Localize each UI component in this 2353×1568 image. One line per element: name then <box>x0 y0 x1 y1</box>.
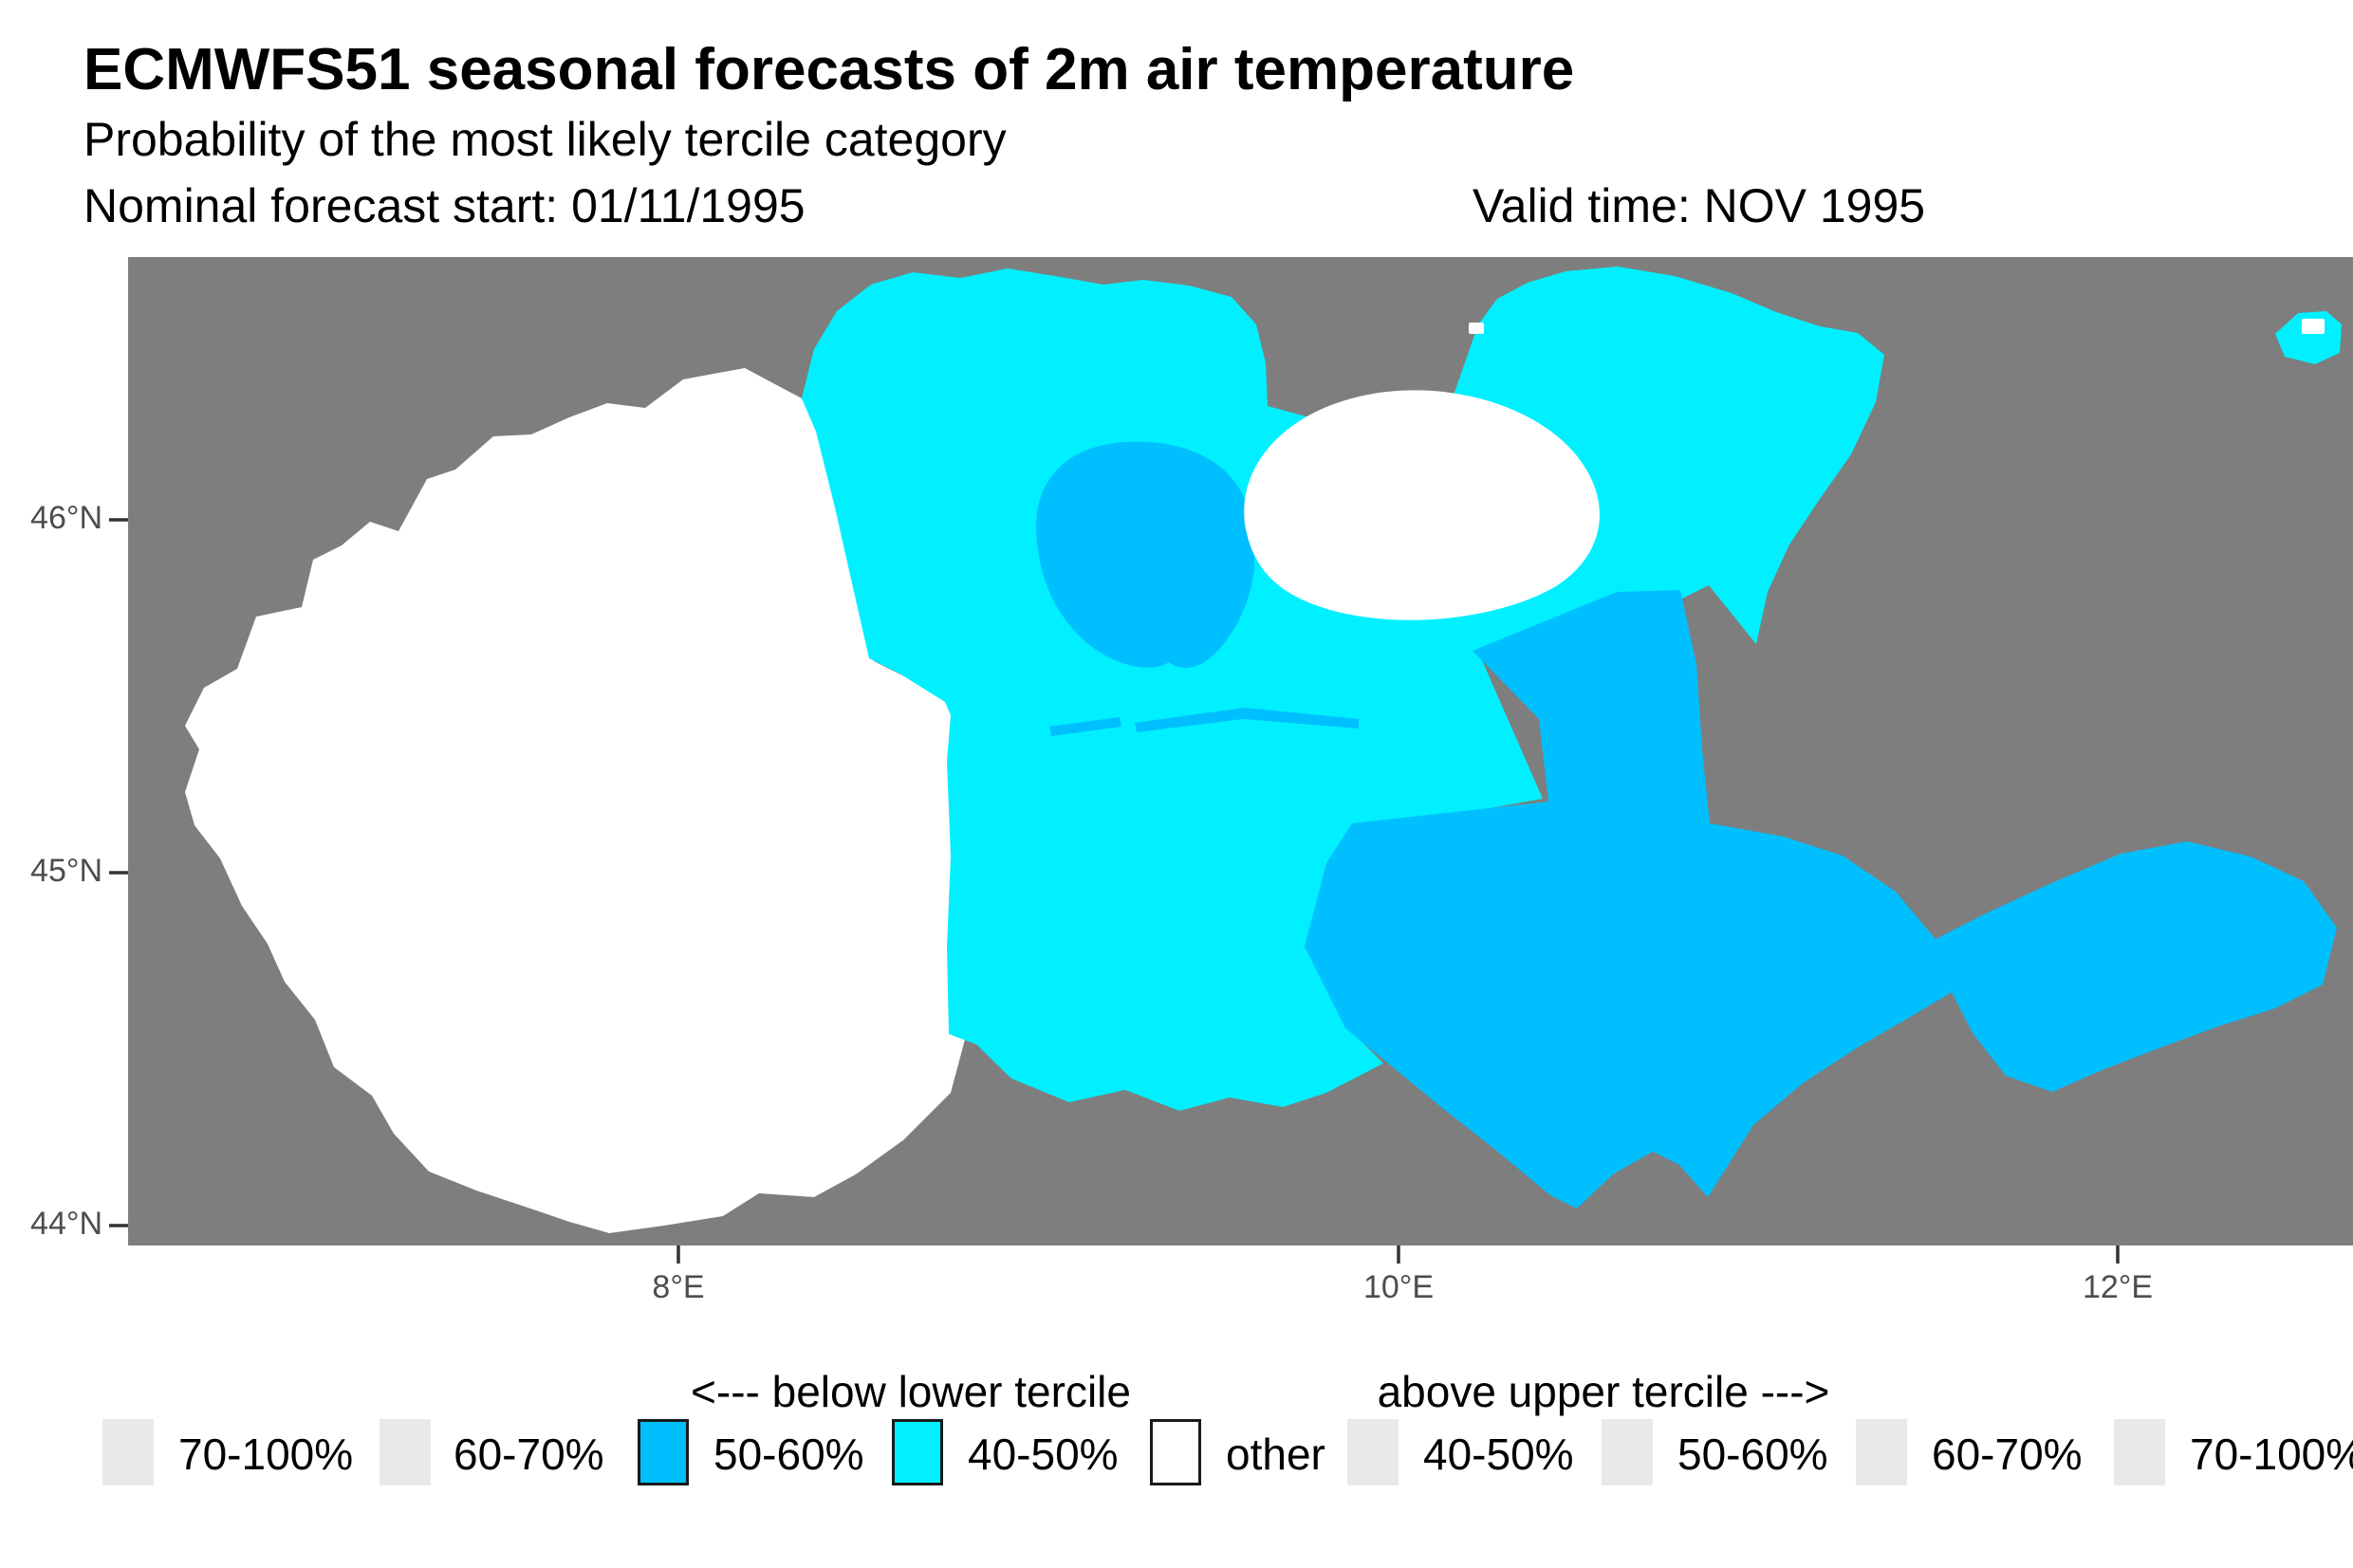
region-below-40-50-ne-fragment <box>2275 311 2342 364</box>
legend-swatch-below-60-70 <box>380 1419 431 1485</box>
page-title: ECMWFS51 seasonal forecasts of 2m air te… <box>83 37 1575 102</box>
region-other-speck-1 <box>1469 323 1484 334</box>
legend-label-above-50-60: 50-60% <box>1677 1430 1828 1479</box>
y-axis-label-46n: 46°N <box>30 500 102 536</box>
region-other-oval <box>1244 390 1600 620</box>
y-axis-label-44n: 44°N <box>30 1206 102 1242</box>
legend-header-below: <--- below lower tercile <box>691 1367 1131 1416</box>
legend-label-below-50-60: 50-60% <box>713 1430 864 1479</box>
region-below-50-60-sliver-2 <box>1135 708 1359 732</box>
x-axis-label-10e: 10°E <box>1362 1269 1435 1305</box>
y-axis-label-45n: 45°N <box>30 853 102 889</box>
x-axis-label-8e: 8°E <box>652 1269 705 1305</box>
legend-swatch-other <box>1150 1419 1201 1485</box>
legend-swatch-below-40-50 <box>892 1419 943 1485</box>
legend-label-above-40-50: 40-50% <box>1423 1430 1574 1479</box>
legend-label-below-60-70: 60-70% <box>454 1430 604 1479</box>
legend-label-below-70-100: 70-100% <box>178 1430 354 1479</box>
legend-label-above-70-100: 70-100% <box>2190 1430 2353 1479</box>
region-below-50-60-north-patch <box>1035 441 1255 669</box>
legend-swatch-below-50-60 <box>638 1419 689 1485</box>
forecast-start-label: Nominal forecast start: 01/11/1995 <box>83 179 806 232</box>
region-other-west <box>185 368 968 1233</box>
valid-time-label: Valid time: NOV 1995 <box>1473 179 1926 232</box>
legend-swatch-above-50-60 <box>1602 1419 1653 1485</box>
legend-swatch-below-70-100 <box>102 1419 154 1485</box>
legend-label-below-40-50: 40-50% <box>968 1430 1119 1479</box>
legend-swatch-above-40-50 <box>1347 1419 1399 1485</box>
x-axis-label-12e: 12°E <box>2082 1269 2154 1305</box>
legend-swatch-above-70-100 <box>2114 1419 2165 1485</box>
legend-label-other: other <box>1226 1430 1325 1479</box>
legend-label-above-60-70: 60-70% <box>1932 1430 2083 1479</box>
region-other-speck-2 <box>2302 319 2325 334</box>
region-below-50-60-sliver-1 <box>1049 717 1121 736</box>
legend-swatch-above-60-70 <box>1856 1419 1907 1485</box>
legend-header-above: above upper tercile ---> <box>1377 1367 1830 1416</box>
figure-subtitle: Probability of the most likely tercile c… <box>83 113 1007 166</box>
region-below-50-60-southeast <box>1305 590 2337 1208</box>
